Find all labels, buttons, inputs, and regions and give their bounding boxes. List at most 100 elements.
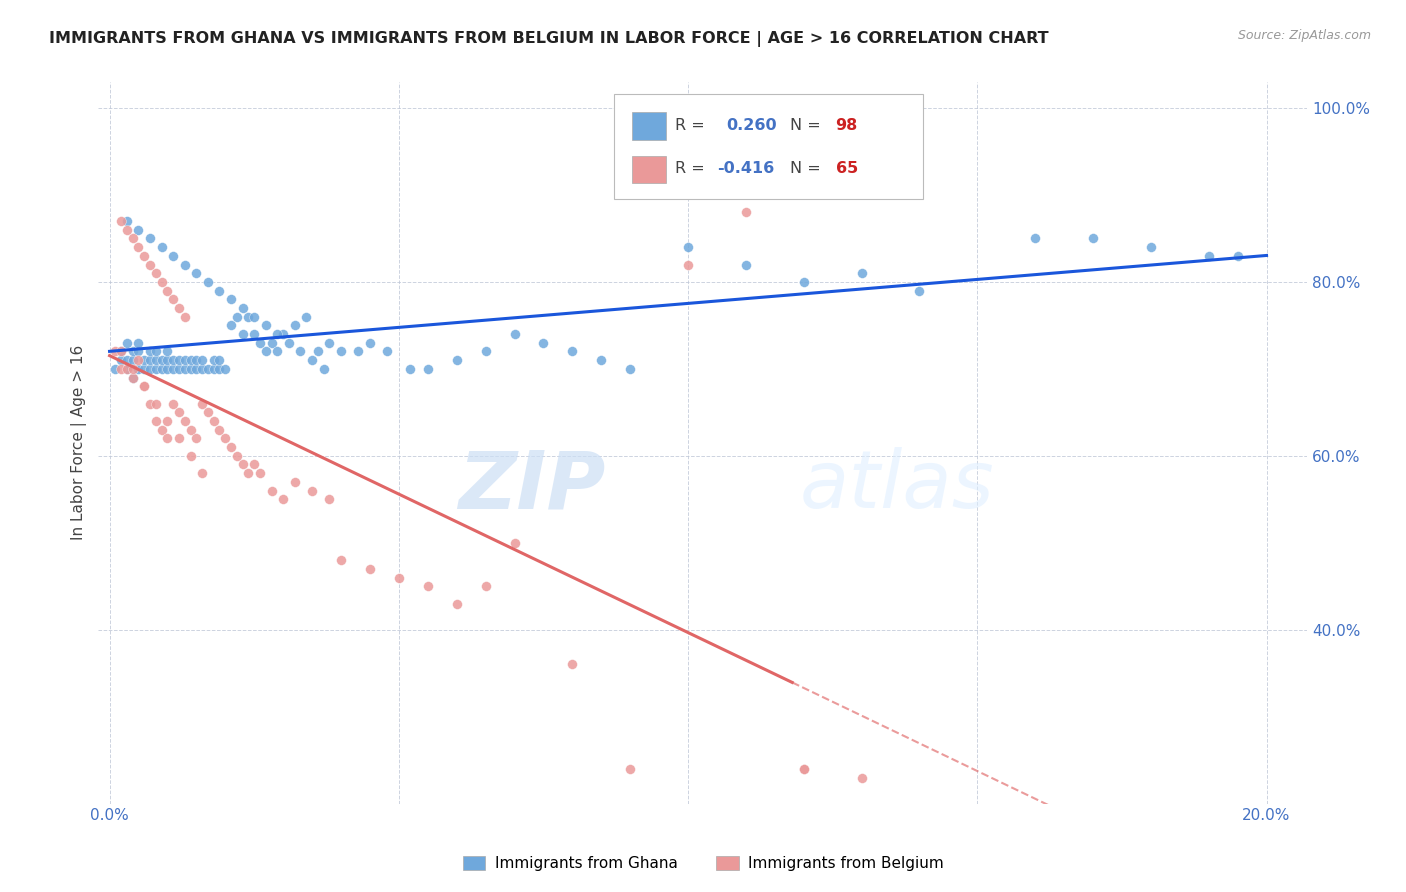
Text: Source: ZipAtlas.com: Source: ZipAtlas.com	[1237, 29, 1371, 42]
Text: 98: 98	[835, 118, 858, 133]
Point	[561, 344, 583, 359]
Point	[277, 335, 299, 350]
Point	[232, 327, 254, 342]
Point	[208, 353, 231, 368]
Point	[851, 771, 873, 785]
Point	[134, 379, 156, 393]
Point	[214, 362, 236, 376]
Point	[115, 362, 138, 376]
Point	[312, 362, 335, 376]
Point	[191, 466, 214, 480]
Point	[793, 762, 815, 776]
Point	[186, 353, 208, 368]
Point	[735, 205, 758, 219]
Point	[202, 353, 225, 368]
Point	[474, 344, 496, 359]
Point	[110, 344, 132, 359]
Point	[388, 570, 411, 584]
Point	[121, 353, 143, 368]
Point	[249, 335, 271, 350]
Point	[180, 353, 202, 368]
Point	[219, 318, 242, 333]
Point	[134, 249, 156, 263]
Point	[676, 258, 699, 272]
Point	[115, 362, 138, 376]
Point	[186, 431, 208, 445]
Point	[214, 431, 236, 445]
Point	[127, 344, 149, 359]
Point	[793, 762, 815, 776]
Point	[173, 353, 195, 368]
Point	[173, 310, 195, 324]
Point	[284, 318, 307, 333]
Point	[260, 335, 283, 350]
Point	[167, 362, 190, 376]
Point	[619, 362, 641, 376]
Text: -0.416: -0.416	[717, 161, 775, 176]
Point	[145, 362, 167, 376]
Point	[1140, 240, 1163, 254]
Point	[180, 362, 202, 376]
Point	[503, 535, 526, 549]
Point	[115, 353, 138, 368]
Point	[561, 657, 583, 672]
Point	[134, 362, 156, 376]
Point	[156, 353, 179, 368]
Point	[121, 231, 143, 245]
Text: R =: R =	[675, 161, 710, 176]
Point	[150, 423, 173, 437]
Point	[191, 397, 214, 411]
Text: 65: 65	[835, 161, 858, 176]
Point	[243, 458, 266, 472]
Point	[167, 431, 190, 445]
Point	[150, 362, 173, 376]
Point	[793, 275, 815, 289]
Point	[219, 293, 242, 307]
Point	[134, 379, 156, 393]
Point	[591, 353, 613, 368]
Point	[115, 214, 138, 228]
Point	[186, 362, 208, 376]
Point	[375, 344, 398, 359]
Point	[134, 353, 156, 368]
Bar	[633, 112, 666, 140]
Point	[150, 353, 173, 368]
Point	[1024, 231, 1046, 245]
Point	[232, 458, 254, 472]
Text: R =: R =	[675, 118, 710, 133]
Point	[290, 344, 312, 359]
Point	[266, 327, 288, 342]
Point	[1226, 249, 1249, 263]
Point	[110, 214, 132, 228]
Point	[533, 335, 555, 350]
Point	[271, 492, 294, 507]
Point	[330, 344, 353, 359]
Point	[145, 353, 167, 368]
Point	[735, 258, 758, 272]
Point	[127, 335, 149, 350]
Point	[416, 362, 439, 376]
Point	[110, 353, 132, 368]
Point	[180, 449, 202, 463]
Point	[238, 466, 260, 480]
Point	[127, 240, 149, 254]
Point	[162, 353, 184, 368]
Point	[232, 301, 254, 315]
Point	[115, 335, 138, 350]
Point	[110, 344, 132, 359]
Point	[202, 414, 225, 428]
Point	[191, 353, 214, 368]
Point	[150, 275, 173, 289]
Point	[127, 362, 149, 376]
Point	[301, 483, 323, 498]
Point	[474, 579, 496, 593]
Point	[121, 344, 143, 359]
Point	[156, 284, 179, 298]
Text: N =: N =	[790, 118, 825, 133]
Point	[110, 362, 132, 376]
Point	[202, 362, 225, 376]
Point	[399, 362, 422, 376]
Point	[238, 310, 260, 324]
Point	[271, 327, 294, 342]
Point	[446, 353, 468, 368]
